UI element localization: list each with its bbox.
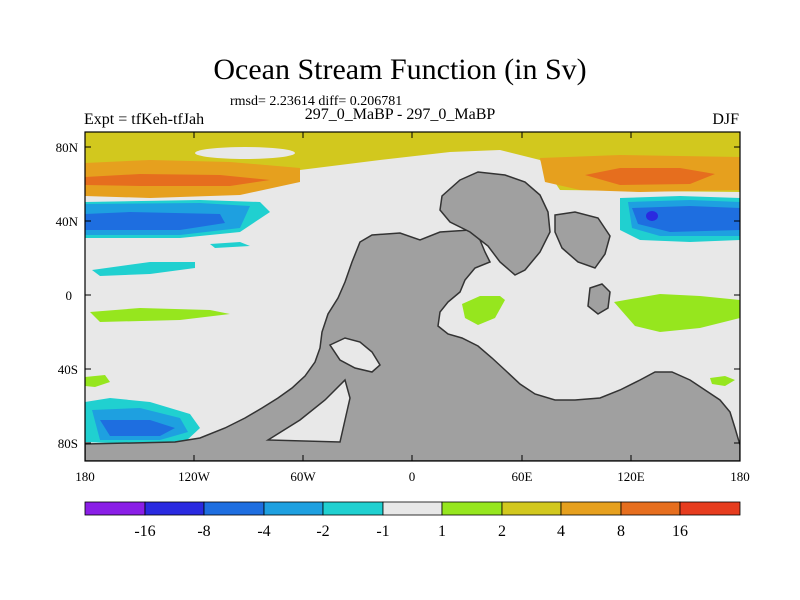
x-tick-label: 120E [617, 469, 645, 484]
colorbar-label: 4 [557, 523, 565, 540]
x-tick-label: 180 [730, 469, 750, 484]
contour-blue-40n [85, 212, 225, 230]
colorbar-label: 2 [498, 523, 506, 540]
period-label: 297_0_MaBP - 297_0_MaBP [304, 106, 496, 123]
inland-sea-west [328, 337, 381, 373]
colorbar-swatch [203, 501, 265, 516]
y-tick-label: 0 [66, 288, 73, 303]
contour-cyan-20n [92, 262, 195, 276]
inland-sea-south [265, 378, 351, 443]
colorbar-label: 8 [617, 523, 625, 540]
colorbar-label: -16 [134, 523, 155, 540]
colorbar-swatch [501, 501, 562, 516]
colorbar-label: -1 [376, 523, 389, 540]
colorbar-swatch [560, 501, 622, 516]
y-tick-label: 40S [58, 362, 78, 377]
colorbar-swatch [263, 501, 324, 516]
colorbar-label: -8 [197, 523, 210, 540]
contour-green-equator-west [90, 308, 230, 322]
axis-ticks [85, 132, 740, 461]
inland-seas [265, 337, 381, 443]
colorbar-swatch [144, 501, 205, 516]
colorbar-swatch [620, 501, 681, 516]
eastern-island [554, 211, 611, 269]
contour-blue-east-40n [632, 206, 740, 232]
pangaea-continent [85, 229, 740, 461]
y-tick-label: 80S [58, 436, 78, 451]
contour-green-40s-west [85, 375, 110, 387]
colorbar-label: 1 [438, 523, 446, 540]
land-masses [85, 171, 740, 461]
plot-area [85, 132, 740, 461]
contour-white-patch [195, 147, 295, 159]
season-label: DJF [712, 111, 739, 128]
colorbar-swatch [322, 501, 384, 516]
colorbar-swatch [679, 501, 741, 516]
contour-cyan-30n [210, 242, 250, 248]
contour-green-africa [462, 296, 505, 325]
contour-darkorange-west [85, 174, 270, 186]
colorbar-label: 16 [672, 523, 688, 540]
colorbar-swatch [441, 501, 503, 516]
northern-landmass [439, 171, 551, 276]
colorbar-label: -4 [257, 523, 270, 540]
contour-darkblue-east [646, 211, 658, 221]
contour-green-indian [614, 294, 740, 332]
contour-blue-south [100, 420, 175, 436]
x-tick-label: 0 [409, 469, 416, 484]
colorbar: -16 -8 -4 -2 -1 1 2 4 8 16 [84, 501, 741, 540]
x-tick-label: 180 [75, 469, 95, 484]
rmsd-stats: rmsd= 2.23614 diff= 0.206781 [230, 94, 403, 109]
y-tick-label: 40N [56, 214, 79, 229]
x-tick-label: 60W [290, 469, 316, 484]
colorbar-label: -2 [316, 523, 329, 540]
contour-darkorange-east [585, 168, 715, 185]
experiment-label: Expt = tfKeh-tfJah [84, 111, 205, 128]
colorbar-swatch [84, 501, 146, 516]
plot-title: Ocean Stream Function (in Sv) [213, 53, 587, 86]
colorbar-swatch [382, 501, 443, 516]
x-tick-label: 60E [512, 469, 533, 484]
contour-green-40s-east [710, 376, 735, 386]
southeastern-island [587, 283, 611, 315]
x-tick-label: 120W [178, 469, 211, 484]
y-tick-label: 80N [56, 140, 79, 155]
